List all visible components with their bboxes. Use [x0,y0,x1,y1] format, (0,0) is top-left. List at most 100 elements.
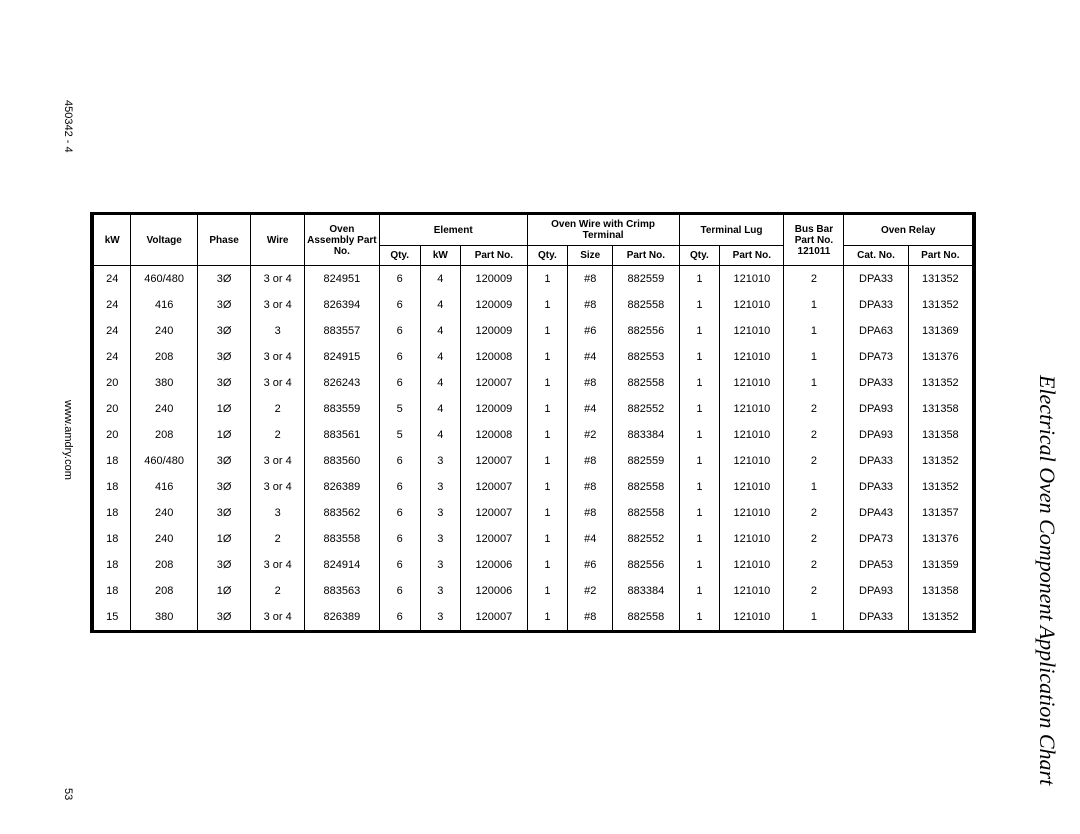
cell-owQty: 1 [527,266,568,293]
cell-kw: 20 [94,396,131,422]
cell-wire: 3 or 4 [251,344,305,370]
cell-orCat: DPA43 [844,500,908,526]
header-voltage: Voltage [131,215,197,266]
header-element-pn: Part No. [461,246,527,266]
cell-wire: 3 [251,500,305,526]
cell-wire: 3 or 4 [251,474,305,500]
cell-elPn: 120009 [461,266,527,293]
cell-owQty: 1 [527,604,568,630]
cell-ovenAssy: 826394 [304,292,379,318]
table-row: 182083Ø3 or 4824914631200061#68825561121… [94,552,973,578]
header-ovenrelay-pn: Part No. [908,246,972,266]
cell-orPn: 131352 [908,448,972,474]
cell-elKw: 4 [420,396,461,422]
cell-elPn: 120006 [461,578,527,604]
header-ovenwire-pn: Part No. [613,246,679,266]
cell-owPn: 883384 [613,578,679,604]
header-element-kw: kW [420,246,461,266]
cell-bb: 2 [784,422,844,448]
cell-tlQty: 1 [679,448,720,474]
cell-wire: 2 [251,526,305,552]
cell-bb: 2 [784,448,844,474]
table-row: 153803Ø3 or 4826389631200071#88825581121… [94,604,973,630]
cell-kw: 20 [94,370,131,396]
cell-elPn: 120009 [461,396,527,422]
cell-tlPn: 121010 [720,344,784,370]
cell-voltage: 240 [131,318,197,344]
cell-orPn: 131359 [908,552,972,578]
cell-orCat: DPA33 [844,474,908,500]
cell-owSize: #8 [568,448,613,474]
cell-elKw: 4 [420,370,461,396]
table-row: 242083Ø3 or 4824915641200081#48825531121… [94,344,973,370]
cell-owPn: 882553 [613,344,679,370]
cell-owSize: #8 [568,500,613,526]
cell-bb: 2 [784,578,844,604]
cell-elPn: 120007 [461,474,527,500]
cell-ovenAssy: 824951 [304,266,379,293]
cell-phase: 3Ø [197,474,251,500]
cell-elQty: 6 [379,552,420,578]
cell-owQty: 1 [527,474,568,500]
cell-bb: 2 [784,266,844,293]
cell-owSize: #6 [568,318,613,344]
cell-tlPn: 121010 [720,292,784,318]
cell-elQty: 6 [379,292,420,318]
header-terminallug-pn: Part No. [720,246,784,266]
cell-orPn: 131376 [908,526,972,552]
cell-tlPn: 121010 [720,578,784,604]
cell-wire: 3 or 4 [251,266,305,293]
header-oven-wire: Oven Wire with Crimp Terminal [527,215,679,246]
cell-voltage: 380 [131,370,197,396]
cell-owQty: 1 [527,396,568,422]
header-oven-assembly: Oven Assembly Part No. [304,215,379,266]
cell-voltage: 460/480 [131,448,197,474]
header-terminal-lug: Terminal Lug [679,215,784,246]
cell-elPn: 120008 [461,422,527,448]
cell-phase: 3Ø [197,370,251,396]
cell-bb: 1 [784,318,844,344]
table-row: 184163Ø3 or 4826389631200071#88825581121… [94,474,973,500]
cell-ovenAssy: 883558 [304,526,379,552]
cell-orPn: 131357 [908,500,972,526]
cell-ovenAssy: 824915 [304,344,379,370]
cell-phase: 3Ø [197,604,251,630]
cell-owSize: #8 [568,292,613,318]
cell-ovenAssy: 826389 [304,604,379,630]
cell-elPn: 120006 [461,552,527,578]
cell-owQty: 1 [527,318,568,344]
cell-voltage: 416 [131,292,197,318]
cell-orCat: DPA93 [844,396,908,422]
cell-owQty: 1 [527,578,568,604]
cell-tlPn: 121010 [720,604,784,630]
cell-phase: 1Ø [197,396,251,422]
cell-phase: 3Ø [197,344,251,370]
cell-elPn: 120007 [461,604,527,630]
cell-orCat: DPA33 [844,448,908,474]
cell-owQty: 1 [527,422,568,448]
website-label: www.amdry.com [62,400,74,480]
cell-elPn: 120007 [461,448,527,474]
cell-wire: 2 [251,422,305,448]
header-oven-relay: Oven Relay [844,215,973,246]
header-phase: Phase [197,215,251,266]
cell-bb: 2 [784,500,844,526]
doc-number: 450342 - 4 [62,100,74,153]
table-row: 24460/4803Ø3 or 4824951641200091#8882559… [94,266,973,293]
cell-wire: 3 or 4 [251,552,305,578]
cell-phase: 1Ø [197,578,251,604]
cell-owPn: 882559 [613,266,679,293]
cell-owSize: #2 [568,578,613,604]
cell-kw: 18 [94,474,131,500]
cell-tlQty: 1 [679,578,720,604]
cell-phase: 3Ø [197,318,251,344]
cell-elQty: 5 [379,422,420,448]
section-title: Electrical Oven Component Application Ch… [1034,375,1060,785]
cell-kw: 18 [94,578,131,604]
cell-elQty: 6 [379,266,420,293]
cell-elQty: 6 [379,344,420,370]
cell-elQty: 6 [379,318,420,344]
cell-tlQty: 1 [679,266,720,293]
header-bus-bar: Bus Bar Part No. 121011 [784,215,844,266]
cell-bb: 1 [784,292,844,318]
